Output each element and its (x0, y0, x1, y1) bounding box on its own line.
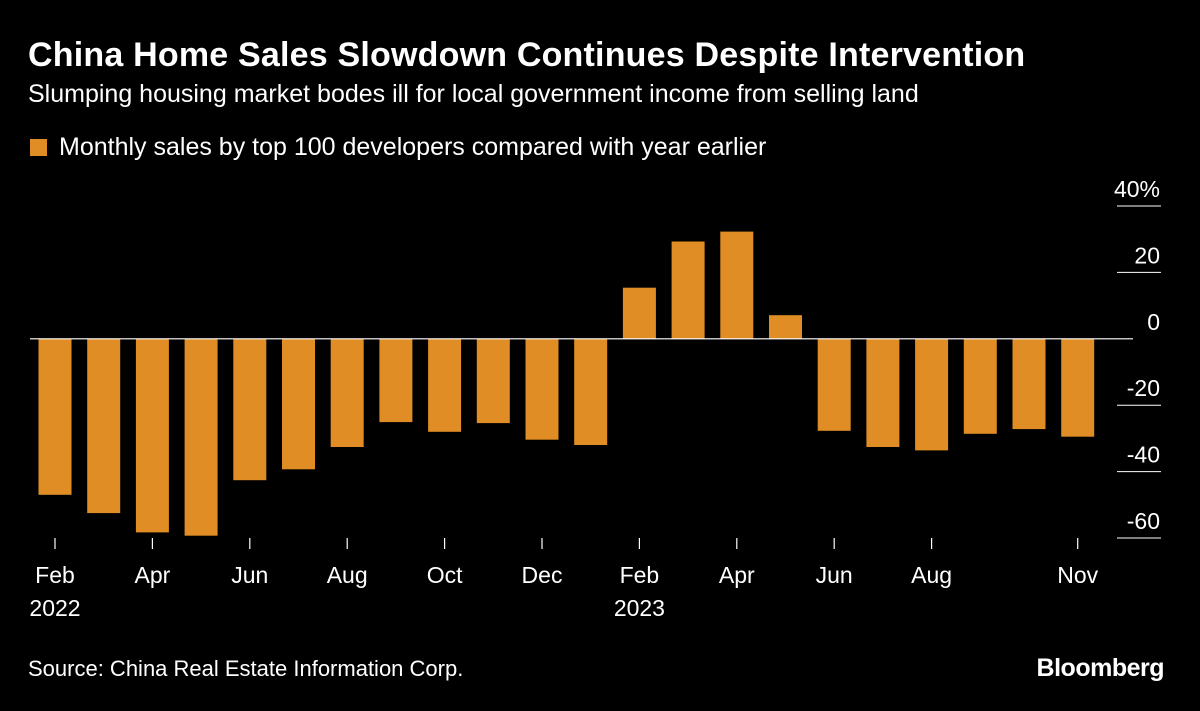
bar-may-2022 (184, 338, 218, 536)
bar-may-2023 (769, 315, 802, 339)
source-note: Source: China Real Estate Information Co… (28, 656, 464, 681)
bar-jan-2023 (574, 338, 608, 445)
y-tick-label: 0 (1147, 309, 1160, 335)
x-tick-label: Feb (35, 562, 75, 588)
bar-oct-2023 (1012, 338, 1046, 430)
bar-aug-2022 (330, 338, 364, 447)
bar-feb-2022 (38, 338, 72, 495)
bar-jun-2022 (233, 338, 267, 481)
bar-apr-2022 (135, 338, 169, 533)
bar-mar-2023 (671, 241, 705, 339)
bar-nov-2023 (1061, 338, 1095, 437)
bar-jul-2022 (282, 338, 315, 470)
bar-mar-2022 (87, 338, 121, 514)
x-tick-label: Apr (719, 562, 755, 588)
bar-sep-2023 (963, 338, 997, 434)
x-tick-label: Oct (427, 562, 463, 588)
x-tick-label: Apr (135, 562, 171, 588)
y-tick-label: -20 (1127, 375, 1160, 401)
bar-jul-2023 (866, 338, 900, 447)
legend-label: Monthly sales by top 100 developers comp… (59, 133, 767, 161)
bloomberg-logo: Bloomberg (1036, 654, 1165, 682)
bar-dec-2022 (525, 338, 559, 440)
legend-swatch (30, 139, 47, 156)
x-tick-label: Feb (620, 562, 660, 588)
x-tick-label: Aug (911, 562, 952, 588)
bar-feb-2023 (622, 287, 656, 339)
bar-apr-2023 (720, 231, 754, 339)
y-tick-label: -60 (1127, 508, 1160, 534)
x-tick-sublabel: 2023 (614, 595, 665, 621)
bar-nov-2022 (476, 338, 510, 424)
bar-jun-2023 (817, 338, 851, 431)
x-tick-label: Aug (327, 562, 368, 588)
chart-subtitle: Slumping housing market bodes ill for lo… (28, 80, 919, 108)
y-tick-label: 40% (1114, 176, 1160, 202)
x-tick-label: Nov (1057, 562, 1098, 588)
y-tick-label: -40 (1127, 442, 1160, 468)
chart-title: China Home Sales Slowdown Continues Desp… (28, 36, 1026, 74)
x-tick-sublabel: 2022 (29, 595, 80, 621)
x-tick-label: Jun (231, 562, 268, 588)
bar-sep-2022 (379, 338, 413, 423)
bar-aug-2023 (915, 338, 949, 451)
bar-oct-2022 (428, 338, 462, 432)
legend: Monthly sales by top 100 developers comp… (30, 133, 766, 162)
y-tick-label: 20 (1134, 242, 1160, 268)
x-tick-label: Jun (816, 562, 853, 588)
x-tick-label: Dec (522, 562, 563, 588)
